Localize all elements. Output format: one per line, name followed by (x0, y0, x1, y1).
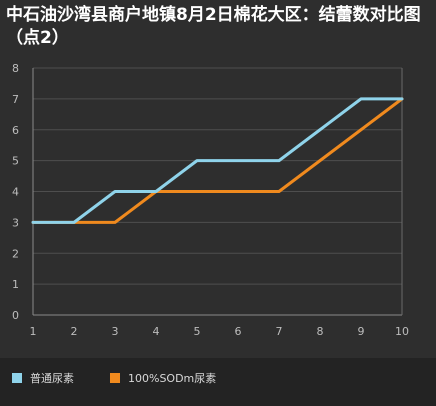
legend: 普通尿素 100%SODm尿素 (0, 358, 436, 406)
legend-item-series-1[interactable]: 普通尿素 (12, 370, 74, 386)
series-line-1 (31, 97, 404, 224)
x-tick-label: 4 (153, 325, 160, 338)
x-tick-label: 2 (71, 325, 78, 338)
legend-label-series-1: 普通尿素 (30, 372, 74, 385)
y-tick-label: 3 (12, 216, 19, 229)
series-line-2 (31, 97, 404, 224)
x-tick-label: 10 (395, 325, 409, 338)
y-tick-label: 1 (12, 278, 19, 291)
legend-item-series-2[interactable]: 100%SODm尿素 (110, 370, 216, 386)
x-tick-label: 5 (194, 325, 201, 338)
x-tick-label: 9 (358, 325, 365, 338)
y-tick-label: 5 (12, 155, 19, 168)
series-lines (31, 97, 404, 224)
x-tick-label: 3 (112, 325, 119, 338)
chart-title: 中石油沙湾县商户地镇8月2日棉花大区：结蕾数对比图（点2） (6, 5, 421, 48)
y-tick-label: 8 (12, 62, 19, 75)
y-tick-label: 0 (12, 309, 19, 322)
legend-swatch-series-1 (12, 373, 22, 383)
x-tick-label: 6 (235, 325, 242, 338)
legend-label-series-2: 100%SODm尿素 (128, 372, 217, 385)
y-tick-label: 2 (12, 247, 19, 260)
x-tick-label: 8 (317, 325, 324, 338)
x-tick-label: 7 (276, 325, 283, 338)
x-tick-label: 1 (30, 325, 37, 338)
axes (32, 68, 403, 316)
legend-swatch-series-2 (110, 373, 120, 383)
y-tick-label: 6 (12, 124, 19, 137)
y-tick-label: 7 (12, 93, 19, 106)
y-tick-label: 4 (12, 186, 19, 199)
